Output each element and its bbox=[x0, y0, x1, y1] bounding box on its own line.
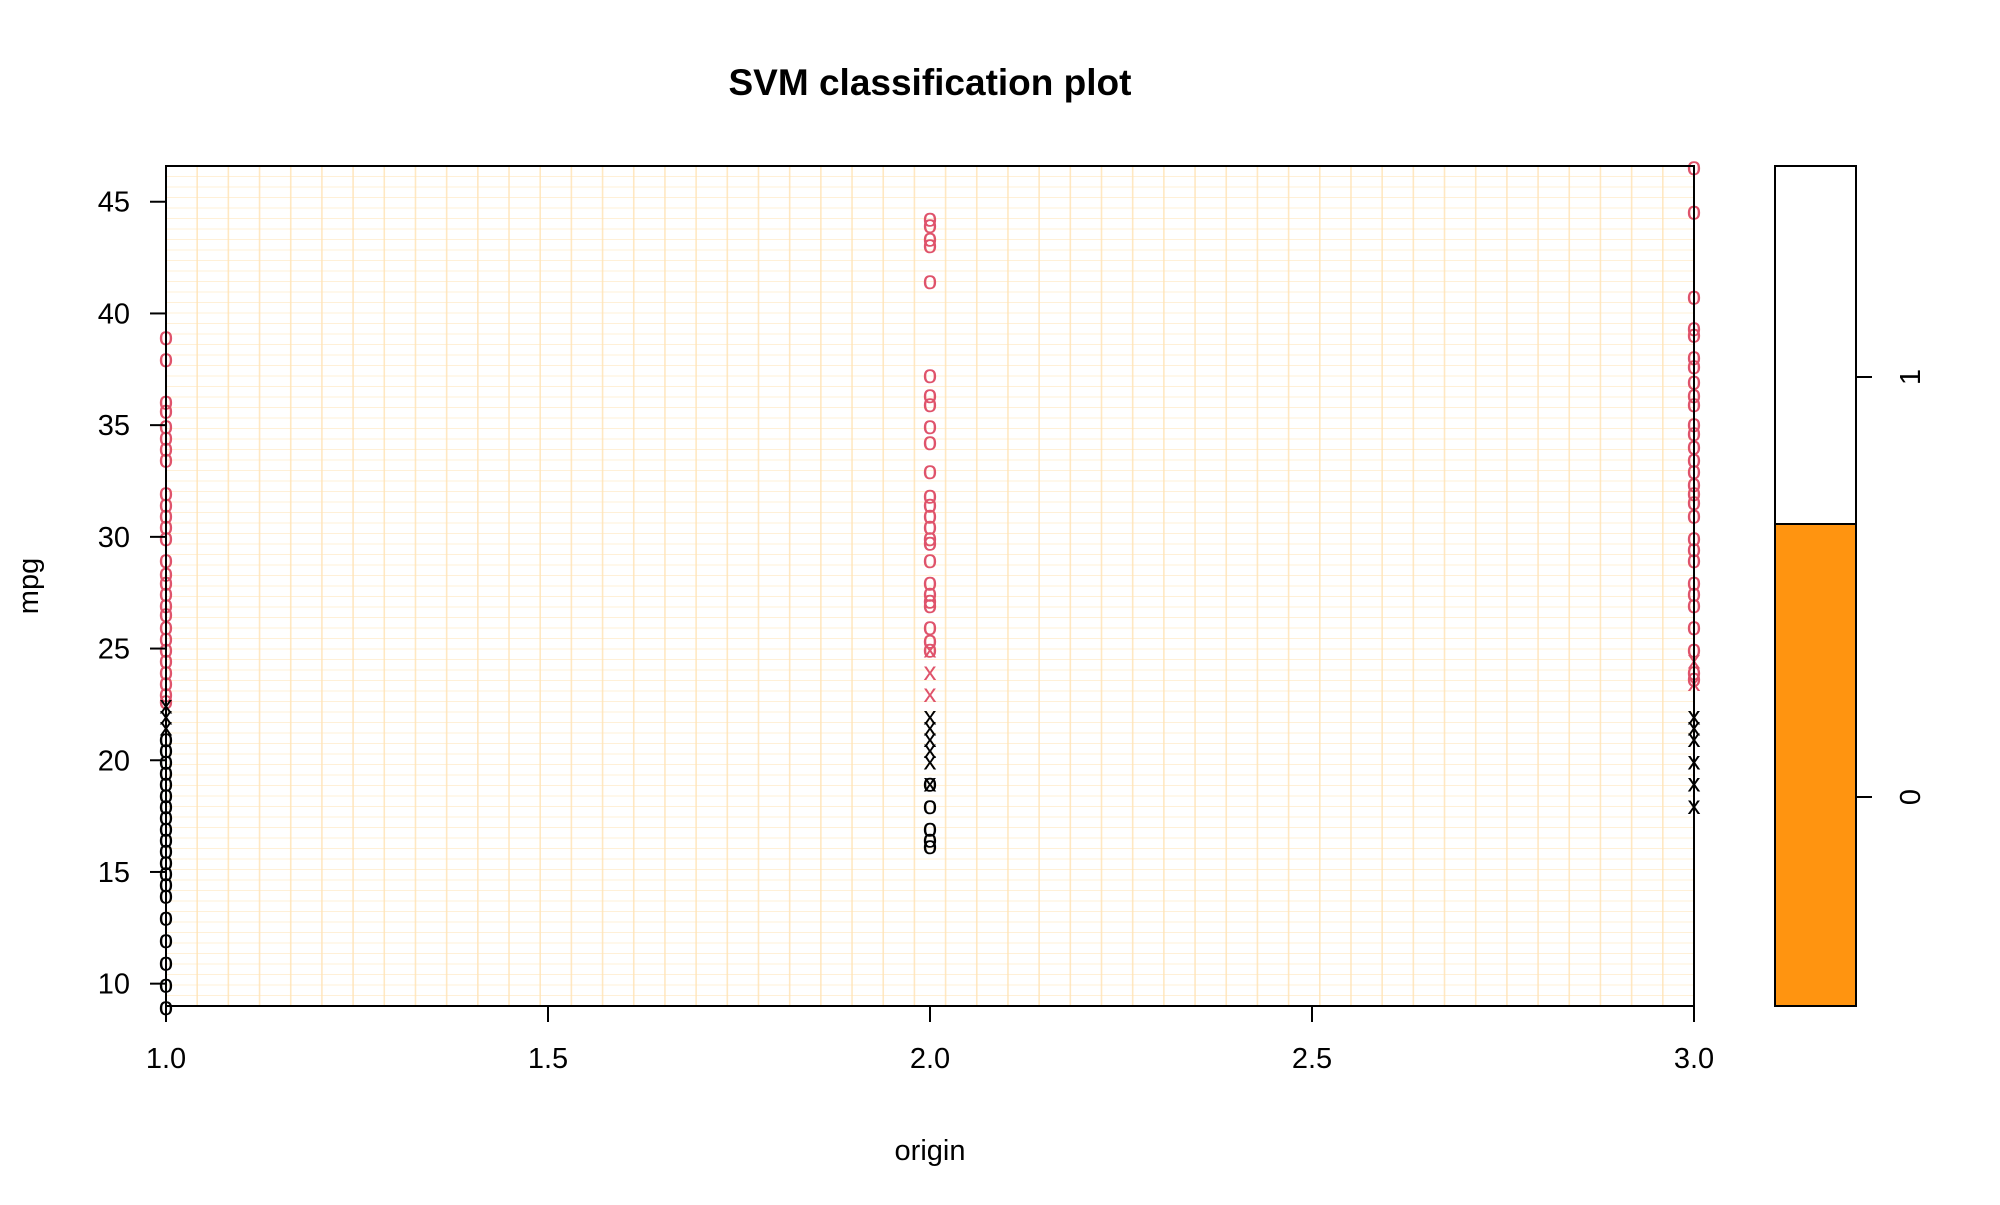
legend-frame bbox=[1774, 165, 1857, 1007]
data-point-class-1: o bbox=[923, 410, 937, 440]
data-point-class-0: o bbox=[923, 790, 937, 820]
data-point-class-1: o bbox=[923, 584, 937, 614]
data-point-class-1: o bbox=[923, 202, 937, 232]
data-point-class-1: o bbox=[923, 488, 937, 518]
x-axis-label: origin bbox=[895, 1135, 966, 1167]
data-point-class-0-support-vector: x bbox=[924, 768, 937, 798]
y-tick-label: 35 bbox=[98, 410, 130, 442]
class-legend: 01 bbox=[1774, 165, 1927, 1007]
data-point-class-1: o bbox=[923, 379, 937, 409]
y-tick-label: 30 bbox=[98, 522, 130, 554]
data-point-class-1: o bbox=[923, 526, 937, 556]
data-point-class-1: o bbox=[923, 522, 937, 552]
data-point-class-1: o bbox=[923, 455, 937, 485]
legend-label-class-1: 1 bbox=[1895, 369, 1927, 385]
legend-swatch-class-0 bbox=[1775, 524, 1856, 1006]
data-point-class-1: o bbox=[923, 479, 937, 509]
data-point-class-0-support-vector: x bbox=[924, 734, 937, 764]
data-point-class-0-support-vector: x bbox=[924, 745, 937, 775]
data-point-class-0-support-vector: x bbox=[924, 712, 937, 742]
data-point-class-0: o bbox=[923, 768, 937, 798]
y-axis-label: mpg bbox=[13, 558, 45, 614]
y-tick-label: 45 bbox=[98, 187, 130, 219]
x-tick-label: 2.0 bbox=[910, 1043, 950, 1075]
data-point-class-1: o bbox=[923, 625, 937, 655]
data-point-class-0-support-vector: x bbox=[924, 701, 937, 731]
data-point-class-1: o bbox=[923, 426, 937, 456]
y-tick-label: 20 bbox=[98, 745, 130, 777]
data-point-class-0: o bbox=[923, 812, 937, 842]
data-point-class-1-support-vector: x bbox=[924, 678, 937, 708]
data-point-class-1: o bbox=[923, 222, 937, 252]
data-point-class-1: o bbox=[923, 500, 937, 530]
y-tick-label: 25 bbox=[98, 634, 130, 666]
data-point-class-1: o bbox=[923, 589, 937, 619]
data-point-class-1: o bbox=[923, 611, 937, 641]
legend-label-class-0: 0 bbox=[1895, 789, 1927, 805]
x-tick-label: 1.5 bbox=[528, 1043, 568, 1075]
data-point-class-1-support-vector: x bbox=[924, 634, 937, 664]
legend-swatch-class-1 bbox=[1775, 166, 1856, 524]
x-tick-label: 2.5 bbox=[1292, 1043, 1332, 1075]
data-point-class-0-support-vector: x bbox=[924, 723, 937, 753]
y-tick-label: 40 bbox=[98, 298, 130, 330]
data-point-class-1-support-vector: x bbox=[924, 656, 937, 686]
data-point-class-1: o bbox=[923, 229, 937, 259]
data-point-class-1: o bbox=[923, 544, 937, 574]
x-tick-label: 1.0 bbox=[146, 1043, 186, 1075]
data-point-class-1: o bbox=[923, 567, 937, 597]
y-tick-label: 15 bbox=[98, 857, 130, 889]
axes: 1.0 1.5 2.0 2.5 3.0 10 15 20 25 30 35 40 45 bbox=[98, 165, 1714, 1075]
data-point-class-1: o bbox=[923, 511, 937, 541]
data-point-class-0: o bbox=[923, 830, 937, 860]
data-point-class-1: o bbox=[923, 359, 937, 389]
data-point-class-1: o bbox=[923, 209, 937, 239]
data-point-class-0: o bbox=[923, 823, 937, 853]
data-point-class-1: o bbox=[923, 388, 937, 418]
decision-grid bbox=[166, 166, 1694, 1006]
data-point-class-1: o bbox=[923, 634, 937, 664]
data-point-class-1: o bbox=[923, 265, 937, 295]
y-tick-label: 10 bbox=[98, 969, 130, 1001]
chart-title: SVM classification plot bbox=[729, 62, 1132, 103]
data-point-class-1: o bbox=[923, 578, 937, 608]
x-tick-label: 3.0 bbox=[1674, 1043, 1714, 1075]
